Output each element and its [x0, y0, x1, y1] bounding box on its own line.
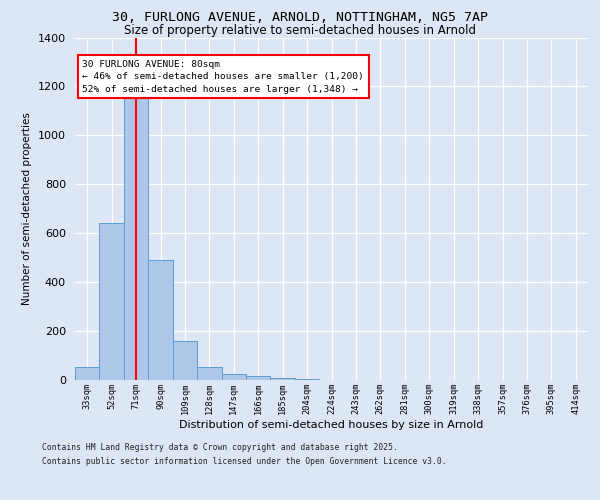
- Bar: [148, 260, 173, 380]
- Bar: [173, 341, 197, 380]
- Text: 30 FURLONG AVENUE: 80sqm
← 46% of semi-detached houses are smaller (1,200)
52% o: 30 FURLONG AVENUE: 80sqm ← 46% of semi-d…: [82, 60, 364, 94]
- Bar: [75, 366, 100, 380]
- Text: Contains HM Land Registry data © Crown copyright and database right 2025.: Contains HM Land Registry data © Crown c…: [42, 442, 398, 452]
- Text: 30, FURLONG AVENUE, ARNOLD, NOTTINGHAM, NG5 7AP: 30, FURLONG AVENUE, ARNOLD, NOTTINGHAM, …: [112, 11, 488, 24]
- Bar: [197, 366, 221, 380]
- Bar: [124, 89, 148, 380]
- Bar: [246, 376, 271, 380]
- Bar: [271, 378, 295, 380]
- Bar: [295, 379, 319, 380]
- Bar: [100, 224, 124, 380]
- Y-axis label: Number of semi-detached properties: Number of semi-detached properties: [22, 112, 32, 305]
- Bar: [221, 374, 246, 380]
- Text: Size of property relative to semi-detached houses in Arnold: Size of property relative to semi-detach…: [124, 24, 476, 37]
- X-axis label: Distribution of semi-detached houses by size in Arnold: Distribution of semi-detached houses by …: [179, 420, 484, 430]
- Text: Contains public sector information licensed under the Open Government Licence v3: Contains public sector information licen…: [42, 458, 446, 466]
